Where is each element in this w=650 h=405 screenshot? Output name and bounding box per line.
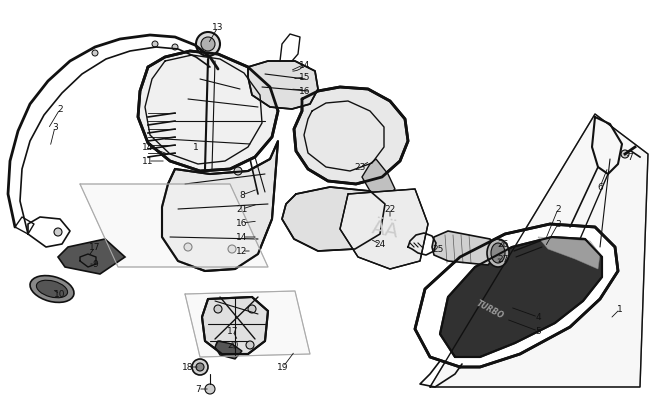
Text: 10: 10 [54,290,66,299]
Polygon shape [215,341,242,359]
Circle shape [192,359,208,375]
Text: 26: 26 [497,240,509,249]
Polygon shape [432,231,498,265]
Circle shape [216,341,224,349]
Text: 14: 14 [299,60,311,69]
Polygon shape [248,62,318,110]
Polygon shape [58,239,125,274]
Polygon shape [415,224,618,367]
Ellipse shape [30,276,74,303]
Text: 27: 27 [497,255,509,264]
Text: 16: 16 [236,219,248,228]
Text: 14: 14 [237,233,248,242]
Text: 18: 18 [182,362,194,371]
Circle shape [201,38,215,52]
Text: 19: 19 [278,362,289,371]
Circle shape [246,341,254,349]
FancyArrowPatch shape [292,67,304,72]
Text: 21: 21 [237,205,248,214]
Text: 23: 23 [354,163,366,172]
Text: 7: 7 [195,385,201,394]
Text: ÄÄ: ÄÄ [370,218,400,241]
Circle shape [228,245,236,254]
Circle shape [621,151,629,159]
Polygon shape [538,237,600,269]
Polygon shape [282,188,385,252]
Text: 20: 20 [227,341,239,350]
Polygon shape [80,185,268,267]
Text: 12: 12 [237,247,248,256]
Text: 13: 13 [213,23,224,32]
Text: 9: 9 [92,260,98,269]
Polygon shape [162,142,278,271]
Polygon shape [430,115,648,387]
Circle shape [184,243,192,252]
Ellipse shape [36,281,68,298]
Text: 22: 22 [384,205,396,214]
Circle shape [196,363,204,371]
Polygon shape [294,88,408,185]
Circle shape [214,305,222,313]
Circle shape [152,42,158,48]
Ellipse shape [491,243,505,263]
Text: TURBO: TURBO [474,298,505,320]
Text: 1: 1 [193,143,199,152]
Text: 11: 11 [142,157,154,166]
Text: 7: 7 [627,153,633,162]
Text: 14: 14 [142,143,153,152]
Text: 2: 2 [57,105,63,114]
Text: 4: 4 [535,313,541,322]
Text: 2: 2 [555,205,561,214]
Text: 17: 17 [89,243,101,252]
Text: 25: 25 [432,245,444,254]
Text: 24: 24 [374,240,385,249]
Polygon shape [362,160,395,200]
Text: 15: 15 [299,73,311,82]
Text: 3: 3 [555,220,561,229]
Polygon shape [185,291,310,357]
Text: 3: 3 [52,123,58,132]
Text: 17: 17 [227,327,239,336]
Text: 6: 6 [597,183,603,192]
Text: 5: 5 [535,327,541,336]
Text: 16: 16 [299,86,311,95]
Circle shape [172,45,178,51]
Polygon shape [138,52,278,172]
Text: 8: 8 [239,191,245,200]
Circle shape [92,51,98,57]
Polygon shape [340,190,428,269]
Text: 1: 1 [617,305,623,314]
Polygon shape [202,297,268,354]
Circle shape [234,168,242,175]
Polygon shape [440,237,602,357]
Circle shape [248,305,256,313]
Ellipse shape [487,239,509,267]
Circle shape [196,33,220,57]
Circle shape [54,228,62,237]
Circle shape [205,384,215,394]
